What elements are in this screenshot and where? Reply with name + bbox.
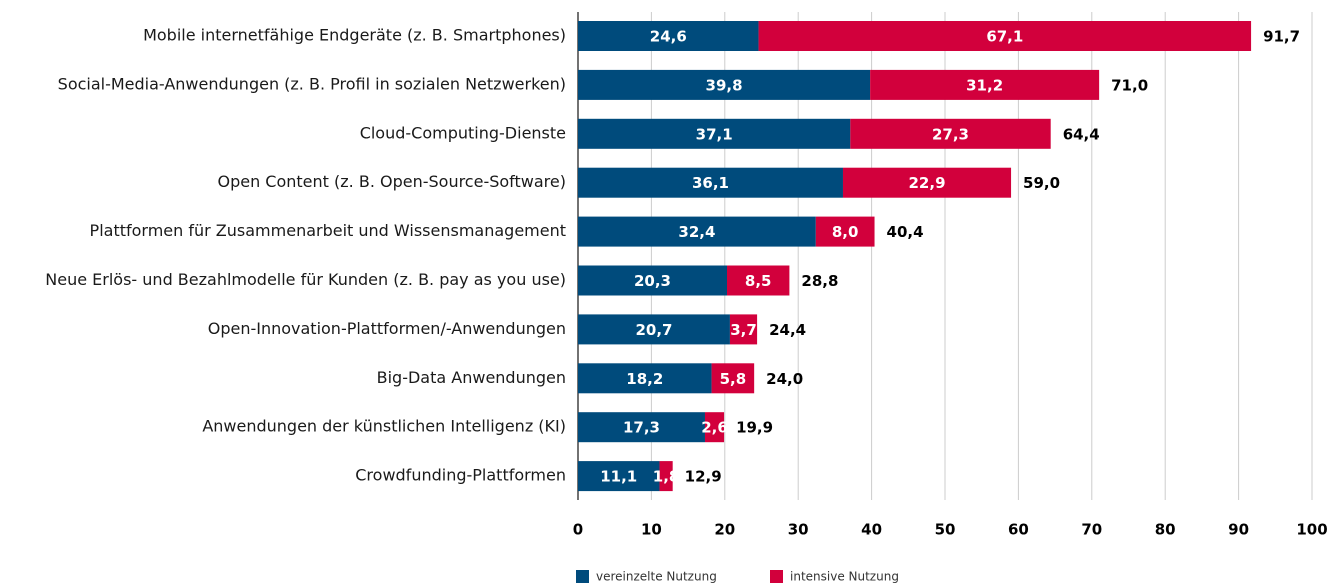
x-tick-label: 0 (573, 521, 583, 539)
bar-segment (578, 21, 759, 51)
category-label: Big-Data Anwendungen (377, 368, 566, 387)
total-label: 19,9 (736, 419, 773, 437)
bar-segment (758, 21, 1252, 51)
legend-label: vereinzelte Nutzung (596, 570, 717, 584)
bar-segment (729, 314, 758, 345)
x-tick-label: 100 (1296, 521, 1327, 539)
legend-swatch (576, 570, 589, 583)
x-tick-label: 30 (788, 521, 809, 539)
value-label: 8,5 (745, 272, 772, 290)
bar-segment (578, 314, 730, 345)
value-label: 17,3 (623, 419, 660, 437)
bar-segment (850, 118, 1051, 149)
total-label: 71,0 (1111, 76, 1148, 94)
bar-segment (815, 216, 875, 247)
bar-segment (704, 412, 725, 443)
category-label: Plattformen für Zusammenarbeit und Wisse… (90, 221, 566, 240)
value-label: 3,7 (730, 321, 757, 339)
bar-segment (578, 216, 816, 247)
value-label: 24,6 (650, 28, 687, 46)
bar-segment (842, 167, 1012, 198)
bar-segment (727, 265, 790, 296)
value-label: 27,3 (932, 125, 969, 143)
category-label: Crowdfunding-Plattformen (355, 466, 566, 485)
bar-segment (578, 118, 851, 149)
value-label: 20,3 (634, 272, 671, 290)
bar-segment (870, 69, 1100, 100)
value-label: 22,9 (909, 174, 946, 192)
category-label: Neue Erlös- und Bezahlmodelle für Kunden… (45, 270, 566, 289)
total-label: 24,0 (766, 370, 803, 388)
x-tick-label: 60 (1008, 521, 1029, 539)
bar-segment (578, 412, 705, 443)
x-tick-label: 20 (714, 521, 735, 539)
bar-segment (578, 363, 712, 394)
total-label: 59,0 (1023, 174, 1060, 192)
bar-segment (578, 265, 728, 296)
total-label: 12,9 (685, 468, 722, 486)
category-label: Anwendungen der künstlichen Intelligenz … (202, 417, 566, 436)
category-label: Social-Media-Anwendungen (z. B. Profil i… (58, 74, 566, 93)
value-label: 1,8 (653, 468, 680, 486)
total-label: 40,4 (887, 223, 924, 241)
total-label: 24,4 (769, 321, 806, 339)
total-label: 91,7 (1263, 28, 1300, 46)
value-label: 11,1 (600, 468, 637, 486)
x-tick-label: 50 (935, 521, 956, 539)
value-label: 5,8 (720, 370, 747, 388)
category-label: Cloud-Computing-Dienste (360, 123, 566, 142)
legend-label: intensive Nutzung (790, 570, 899, 584)
value-label: 39,8 (706, 76, 743, 94)
total-label: 28,8 (801, 272, 838, 290)
value-label: 31,2 (966, 76, 1003, 94)
legend-swatch (770, 570, 783, 583)
category-label: Mobile internetfähige Endgeräte (z. B. S… (143, 26, 566, 45)
value-label: 32,4 (678, 223, 715, 241)
category-label: Open-Innovation-Plattformen/-Anwendungen (208, 319, 566, 338)
x-tick-label: 10 (641, 521, 662, 539)
bar-segment (578, 461, 660, 492)
total-label: 64,4 (1063, 125, 1100, 143)
x-tick-label: 80 (1155, 521, 1176, 539)
bar-segment (659, 461, 673, 492)
value-label: 20,7 (635, 321, 672, 339)
bar-segment (578, 69, 871, 100)
value-label: 36,1 (692, 174, 729, 192)
x-tick-label: 40 (861, 521, 882, 539)
value-label: 2,6 (701, 419, 728, 437)
value-label: 67,1 (986, 28, 1023, 46)
value-label: 37,1 (696, 125, 733, 143)
x-tick-label: 70 (1081, 521, 1102, 539)
x-tick-label: 90 (1228, 521, 1249, 539)
category-label: Open Content (z. B. Open-Source-Software… (217, 172, 566, 191)
bar-segment (578, 167, 843, 198)
bar-segment (711, 363, 755, 394)
value-label: 8,0 (832, 223, 859, 241)
value-label: 18,2 (626, 370, 663, 388)
